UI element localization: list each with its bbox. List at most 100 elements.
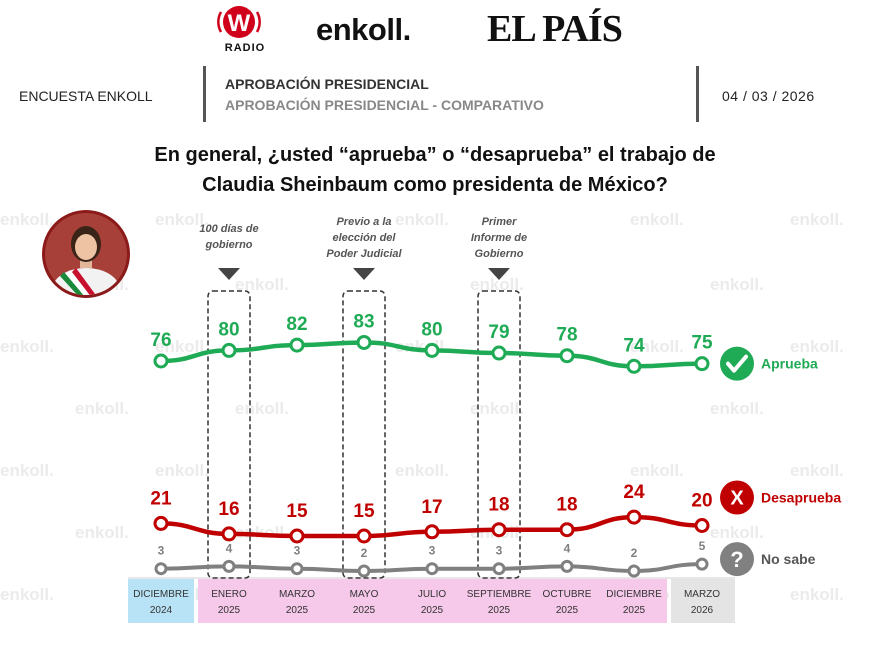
data-label-no_sabe: 3 — [429, 544, 436, 558]
annotation-box — [477, 290, 521, 579]
watermark-text: enkoll. — [155, 337, 209, 356]
report-header: ENCUESTA ENKOLL APROBACIÓN PRESIDENCIAL … — [0, 66, 869, 122]
watermark-text: enkoll. — [155, 461, 209, 480]
enkoll-logo: enkoll. — [316, 12, 411, 47]
annotation-text: 100 días de — [199, 223, 258, 235]
question-icon: ? — [730, 547, 743, 572]
watermark-text: enkoll. — [235, 275, 289, 294]
data-label-no_sabe: 4 — [226, 541, 233, 555]
data-point-no_sabe — [492, 562, 506, 576]
watermark-text: enkoll. — [710, 275, 764, 294]
w-radio-label: RADIO — [224, 42, 266, 54]
data-point-aprueba — [153, 353, 169, 369]
annotation-text: Primer — [482, 216, 518, 228]
data-label-no_sabe: 3 — [496, 544, 503, 558]
data-point-aprueba — [424, 342, 440, 358]
annotation-pointer — [353, 268, 375, 280]
watermark-text: enkoll. — [75, 399, 129, 418]
annotation-box — [342, 290, 386, 579]
data-point-aprueba — [626, 358, 642, 374]
category-label-year: 2025 — [556, 605, 579, 616]
category-label-month: DICIEMBRE — [133, 589, 189, 600]
data-point-no_sabe — [222, 559, 236, 573]
data-point-aprueba — [221, 342, 237, 358]
data-label-aprueba: 78 — [556, 325, 577, 346]
watermark-text: enkoll. — [75, 523, 129, 542]
legend-label-desaprueba: Desaprueba — [761, 490, 841, 506]
data-label-desaprueba: 18 — [488, 495, 509, 516]
watermark-text: enkoll. — [630, 461, 684, 480]
data-point-no_sabe — [357, 564, 371, 578]
watermark-text: enkoll. — [395, 461, 449, 480]
category-label-month: MARZO — [279, 589, 315, 600]
annotation-text: Previo a la — [336, 216, 391, 228]
band-2025 — [198, 579, 667, 623]
data-label-aprueba: 79 — [488, 322, 509, 343]
data-label-no_sabe: 5 — [699, 539, 706, 553]
survey-label: ENCUESTA ENKOLL — [19, 88, 153, 104]
data-point-no_sabe — [154, 562, 168, 576]
data-point-no_sabe — [627, 564, 641, 578]
report-title: APROBACIÓN PRESIDENCIAL — [225, 76, 429, 92]
header-divider — [696, 66, 699, 122]
data-point-desaprueba — [694, 518, 710, 533]
data-label-aprueba: 80 — [421, 319, 442, 340]
watermark-text: enkoll. — [710, 523, 764, 542]
watermark-text: enkoll. — [710, 399, 764, 418]
data-label-aprueba: 82 — [286, 314, 307, 335]
data-label-aprueba: 80 — [218, 319, 239, 340]
data-label-desaprueba: 15 — [353, 501, 375, 522]
data-point-aprueba — [559, 348, 575, 364]
category-label-year: 2025 — [488, 605, 511, 616]
category-label-month: OCTUBRE — [543, 589, 592, 600]
data-label-desaprueba: 18 — [556, 495, 577, 516]
legend-question-icon — [720, 542, 754, 577]
data-point-desaprueba — [491, 522, 507, 538]
watermark-text: enkoll. — [790, 461, 844, 480]
data-point-no_sabe — [290, 562, 304, 576]
band-december-2024 — [128, 579, 194, 623]
watermark-text: enkoll. — [0, 210, 54, 229]
annotation-box — [207, 290, 251, 579]
band-march-2026 — [671, 579, 735, 623]
president-avatar — [42, 210, 130, 298]
watermark-text: enkoll. — [790, 585, 844, 604]
data-label-no_sabe: 3 — [158, 544, 165, 558]
watermark-text: enkoll. — [155, 210, 209, 229]
data-label-desaprueba: 16 — [218, 499, 239, 520]
logo-bar: W RADIO enkoll. EL PAÍS — [0, 0, 869, 60]
w-radio-mark: W — [217, 6, 261, 38]
data-label-no_sabe: 4 — [564, 541, 571, 555]
watermark-text: enkoll. — [0, 461, 54, 480]
category-label-month: DICIEMBRE — [606, 589, 662, 600]
watermark-text: enkoll. — [395, 210, 449, 229]
category-label-month: ENERO — [211, 589, 247, 600]
el-pais-logo: EL PAÍS — [487, 8, 623, 50]
data-point-no_sabe — [560, 559, 574, 573]
watermark-text: enkoll. — [630, 337, 684, 356]
watermark-text: enkoll. — [470, 399, 524, 418]
watermark-text: enkoll. — [235, 399, 289, 418]
category-label-year: 2025 — [286, 605, 309, 616]
annotation-pointer — [218, 268, 240, 280]
report-date: 04 / 03 / 2026 — [722, 88, 815, 104]
watermark-text: enkoll. — [790, 337, 844, 356]
category-label-year: 2025 — [353, 605, 376, 616]
data-label-no_sabe: 2 — [631, 546, 638, 560]
legend-check-icon — [720, 346, 754, 381]
annotation-text: Poder Judicial — [326, 248, 402, 260]
category-label-month: MAYO — [350, 589, 379, 600]
data-label-aprueba: 83 — [353, 311, 374, 332]
watermark-text: enkoll. — [0, 585, 54, 604]
category-label-year: 2025 — [218, 605, 241, 616]
data-label-aprueba: 76 — [150, 330, 171, 351]
data-label-desaprueba: 15 — [286, 501, 308, 522]
data-label-aprueba: 74 — [623, 335, 645, 356]
check-icon — [726, 354, 748, 373]
legend-x-icon — [720, 480, 754, 515]
data-point-aprueba — [356, 334, 372, 350]
data-point-desaprueba — [626, 509, 642, 525]
header-divider — [203, 66, 206, 122]
data-point-desaprueba — [289, 528, 305, 544]
legend-label-no_sabe: No sabe — [761, 551, 816, 567]
